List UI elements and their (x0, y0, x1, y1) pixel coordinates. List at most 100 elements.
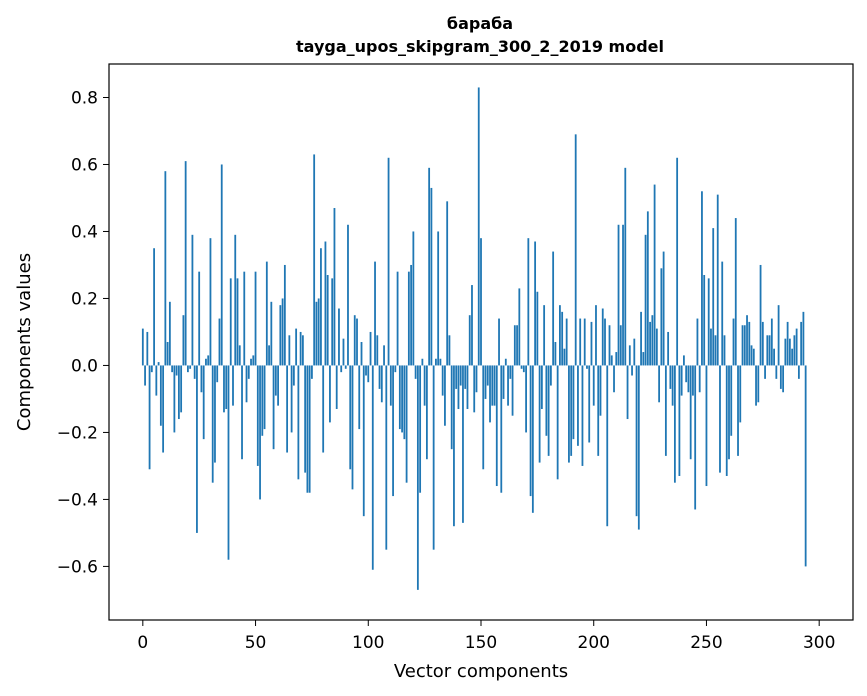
bar-component-16 (177, 365, 180, 420)
bar-component-288 (791, 348, 794, 366)
bar-component-89 (342, 338, 345, 366)
y-tick-label: 0.2 (71, 289, 98, 309)
bar-component-279 (770, 318, 773, 366)
bar-component-207 (608, 325, 611, 366)
bar-component-282 (777, 305, 780, 366)
bar-component-156 (493, 365, 496, 406)
bar-component-115 (401, 365, 403, 433)
bar-component-181 (549, 365, 552, 386)
bar-component-42 (236, 278, 239, 366)
bar-component-276 (764, 365, 766, 379)
x-tick-label: 300 (803, 633, 835, 653)
bar-component-161 (504, 358, 507, 366)
bar-component-225 (649, 321, 651, 366)
bar-component-102 (371, 365, 374, 570)
bar-component-143 (464, 365, 467, 389)
bar-component-74 (308, 365, 311, 493)
bar-component-236 (673, 365, 676, 483)
bar-component-294 (804, 365, 807, 567)
bar-component-172 (529, 365, 532, 497)
bar-component-79 (320, 248, 322, 366)
bar-component-147 (473, 365, 476, 413)
bar-component-221 (640, 311, 642, 366)
bar-component-257 (721, 261, 724, 366)
bar-component-194 (579, 318, 582, 366)
bar-component-34 (218, 318, 221, 366)
bar-component-5 (153, 248, 155, 366)
bar-component-119 (410, 264, 413, 366)
plot-area-frame (108, 63, 854, 621)
chart-title-line-2: tayga_upos_skipgram_300_2_2019 model (296, 37, 664, 56)
bar-component-17 (180, 365, 183, 413)
bar-component-111 (392, 365, 394, 497)
bar-component-220 (637, 365, 640, 530)
bar-component-218 (633, 338, 636, 366)
bar-component-48 (250, 358, 252, 366)
bar-component-224 (646, 211, 649, 366)
bar-component-231 (662, 251, 665, 366)
bar-component-23 (193, 365, 196, 379)
bar-component-26 (200, 365, 203, 393)
bar-component-180 (547, 365, 550, 456)
y-tick-label: 0.4 (71, 222, 98, 242)
bar-component-228 (655, 328, 658, 366)
x-tick-label: 100 (352, 633, 384, 653)
bar-component-189 (568, 365, 570, 463)
bar-component-12 (168, 301, 171, 366)
bar-component-59 (274, 365, 277, 396)
bar-component-193 (577, 365, 579, 446)
bar-component-191 (572, 365, 575, 440)
bar-component-112 (394, 365, 397, 373)
bar-component-137 (450, 365, 453, 450)
bar-component-31 (211, 365, 214, 483)
bar-component-99 (365, 365, 367, 376)
bar-component-15 (175, 365, 178, 376)
bar-component-177 (540, 365, 543, 409)
bar-component-62 (281, 298, 284, 366)
bar-component-272 (755, 365, 757, 406)
bar-component-8 (159, 365, 162, 426)
bar-component-198 (588, 365, 591, 443)
y-tick-label: 0.6 (71, 155, 98, 175)
bar-component-154 (489, 365, 491, 423)
bar-component-291 (797, 365, 800, 379)
bar-component-108 (385, 365, 388, 550)
bar-component-113 (396, 271, 399, 366)
bar-component-104 (376, 335, 379, 366)
bar-component-80 (322, 365, 325, 453)
bar-component-264 (737, 365, 739, 456)
bar-component-141 (459, 365, 462, 386)
bar-component-54 (263, 365, 266, 430)
bar-component-261 (730, 365, 733, 436)
bar-component-273 (757, 365, 760, 403)
bar-component-290 (795, 328, 798, 366)
bar-component-265 (739, 365, 742, 423)
bar-component-256 (719, 365, 721, 473)
bar-component-38 (227, 365, 230, 560)
bar-component-167 (518, 288, 521, 366)
bar-component-13 (171, 365, 174, 373)
bar-component-4 (150, 365, 153, 373)
bar-component-184 (556, 365, 559, 480)
y-tick-label: −0.6 (57, 557, 98, 577)
bar-component-166 (516, 325, 518, 366)
bar-component-131 (437, 231, 440, 366)
bar-component-234 (669, 365, 672, 389)
bar-component-251 (707, 278, 710, 366)
bar-component-229 (658, 365, 661, 403)
bar-component-219 (635, 365, 638, 517)
bar-component-215 (626, 365, 629, 420)
bar-component-186 (561, 311, 564, 366)
y-tick-label: 0.0 (71, 356, 98, 376)
x-tick-label: 50 (245, 633, 267, 653)
chart-title-line-1: бараба (447, 14, 513, 33)
bar-component-60 (277, 365, 279, 406)
bar-component-93 (351, 365, 354, 490)
bar-component-170 (525, 365, 527, 433)
bar-component-183 (554, 342, 557, 366)
bar-component-157 (495, 365, 498, 487)
bar-component-87 (338, 308, 340, 366)
bar-component-49 (252, 355, 255, 366)
bar-component-226 (651, 315, 654, 366)
bar-component-287 (788, 338, 791, 366)
